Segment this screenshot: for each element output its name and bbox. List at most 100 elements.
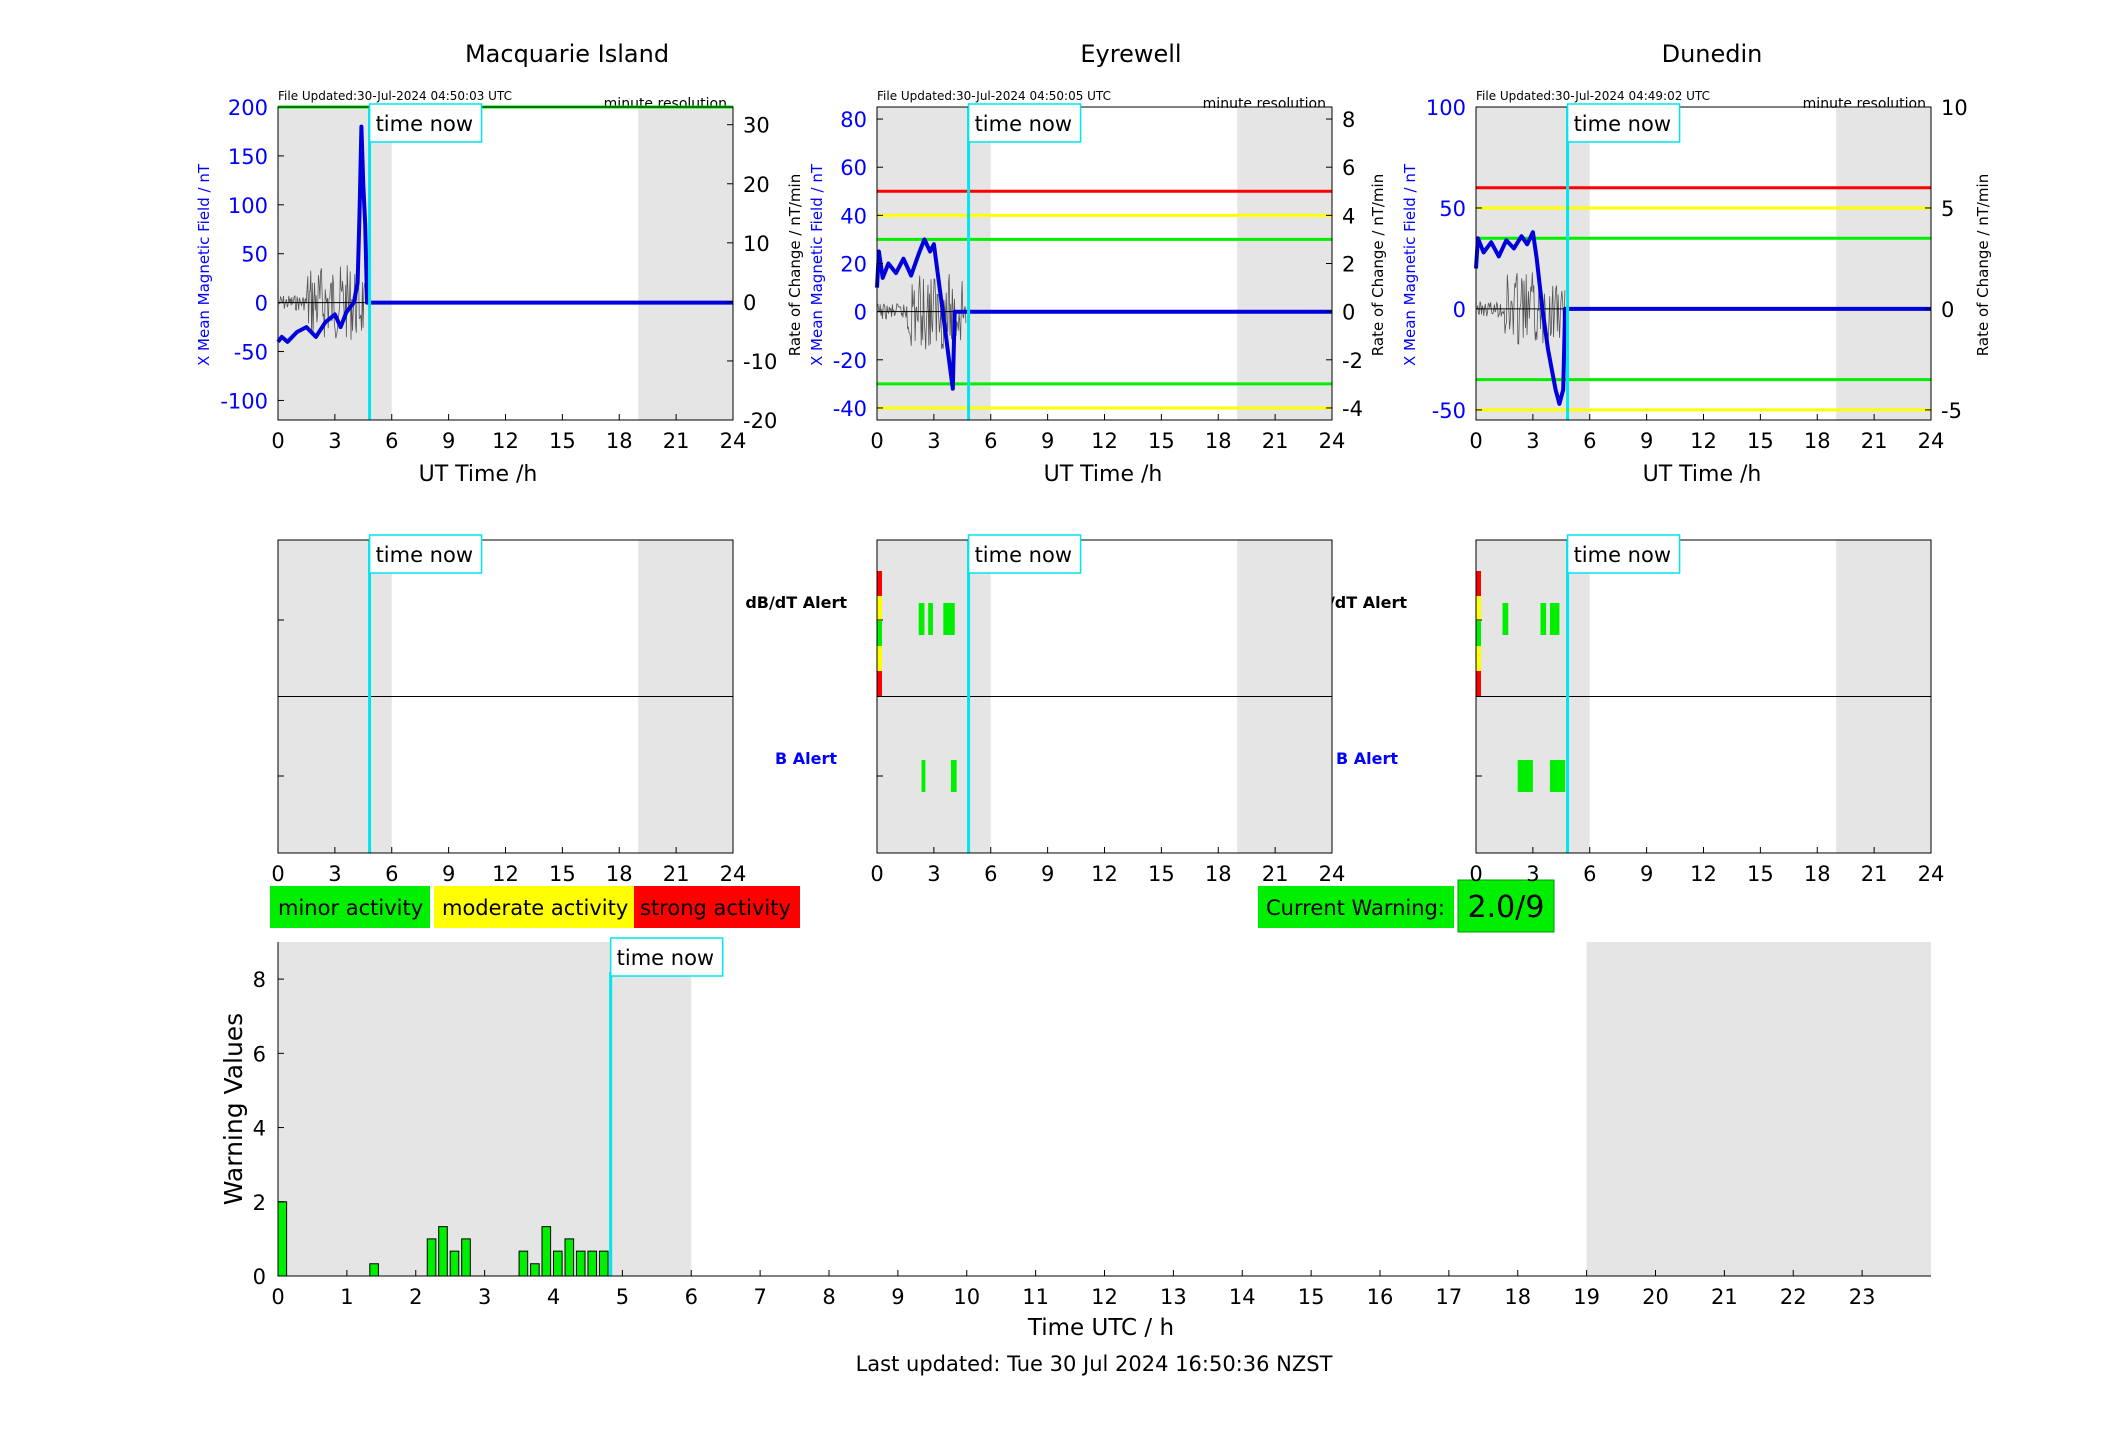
legend-minor-swatch	[270, 886, 430, 928]
x-tick-label: 12	[1690, 862, 1717, 886]
field-trace	[1474, 230, 1931, 406]
x-tick-label: 12	[1091, 862, 1118, 886]
y-tick-label: 0	[1453, 298, 1466, 322]
time-now-box	[609, 937, 724, 977]
x-tick-label: 3	[328, 429, 341, 453]
x-tick-label: 2	[409, 1285, 422, 1309]
x-tick-label: 0	[870, 862, 883, 886]
warning-bar	[575, 1250, 586, 1277]
file-updated-macquarie: File Updated:30-Jul-2024 04:50:03 UTC	[278, 89, 512, 103]
y-tick-label: 20	[840, 253, 867, 277]
warning-bar	[449, 1250, 460, 1277]
rate-tick-label: 8	[1342, 108, 1355, 132]
time-now-label: time now	[1574, 112, 1671, 136]
warning-bar	[518, 1250, 529, 1277]
field-trace	[875, 237, 1332, 391]
y-tick-label: 50	[241, 243, 268, 267]
y-tick-label: 0	[854, 301, 867, 325]
dbdt-alert-mark	[928, 603, 933, 635]
y-tick-label: 100	[228, 194, 268, 218]
current-warning-label: Current Warning:	[1266, 896, 1445, 920]
b-alert-label-1: B Alert	[775, 749, 837, 768]
warning-bar	[461, 1238, 471, 1277]
rate-tick-label: 30	[743, 114, 770, 138]
night-shading	[1836, 107, 1931, 420]
x-tick-label: 15	[549, 862, 576, 886]
y-tick-label: 6	[253, 1042, 266, 1066]
y-tick-label: -50	[1432, 399, 1466, 423]
warning-bar	[541, 1226, 552, 1277]
y-tick-label: 200	[228, 96, 268, 120]
x-tick-label: 0	[870, 429, 883, 453]
x-tick-label: 16	[1367, 1285, 1394, 1309]
x-tick-label: 3	[927, 862, 940, 886]
x-tick-label: 8	[822, 1285, 835, 1309]
x-tick-label: 12	[1690, 429, 1717, 453]
rate-of-change-trace	[1476, 272, 1566, 347]
station-title-macquarie: Macquarie Island	[465, 40, 669, 68]
x-tick-label: 24	[1319, 429, 1346, 453]
x-tick-label: 9	[1041, 429, 1054, 453]
dbdt-alert-mark	[1502, 603, 1509, 635]
y-tick-label: 100	[1426, 96, 1466, 120]
ylabel-left-macquarie: X Mean Magnetic Field / nT	[195, 163, 213, 366]
b-alert-mark	[1549, 760, 1566, 792]
rate-tick-label: 20	[743, 173, 770, 197]
x-tick-label: 18	[1205, 429, 1232, 453]
x-tick-label: 4	[547, 1285, 560, 1309]
rate-tick-label: 0	[743, 291, 756, 315]
alert-scale-strip	[1476, 571, 1481, 596]
y-tick-label: 8	[253, 968, 266, 992]
dbdt-alert-mark	[1549, 603, 1560, 635]
x-tick-label: 12	[492, 862, 519, 886]
b-alert-mark	[921, 760, 926, 792]
x-tick-label: 18	[606, 429, 633, 453]
x-tick-label: 1	[340, 1285, 353, 1309]
time-now-label: time now	[975, 543, 1072, 567]
alert-scale-strip	[1476, 596, 1481, 621]
x-tick-label: 0	[1469, 429, 1482, 453]
y-tick-label: -40	[833, 397, 867, 421]
x-tick-label: 15	[549, 429, 576, 453]
rate-tick-label: 10	[1941, 96, 1968, 120]
time-now-box	[368, 103, 483, 143]
time-now-label: time now	[376, 543, 473, 567]
bottom-ylabel: Warning Values	[219, 1013, 248, 1205]
time-now-box	[1566, 534, 1681, 574]
x-tick-label: 12	[1091, 1285, 1118, 1309]
x-tick-label: 21	[1861, 429, 1888, 453]
xlabel-eyrewell: UT Time /h	[1044, 462, 1163, 487]
b-alert-label-2: B Alert	[1336, 749, 1398, 768]
x-tick-label: 18	[1205, 862, 1232, 886]
y-tick-label: 0	[253, 1265, 266, 1289]
warning-bar	[553, 1250, 563, 1277]
legend-strong-swatch	[634, 886, 800, 928]
rate-tick-label: 2	[1342, 253, 1355, 277]
rate-tick-label: -10	[743, 350, 777, 374]
y-tick-label: -100	[220, 389, 268, 413]
chart-marks: 0 3 6 9 12 15 18 21 24-100-50050100150200-20-100…	[220, 96, 1967, 1309]
x-tick-label: 19	[1573, 1285, 1600, 1309]
warning-bar	[564, 1238, 575, 1277]
file-updated-eyrewell: File Updated:30-Jul-2024 04:50:05 UTC	[877, 89, 1111, 103]
time-now-label: time now	[376, 112, 473, 136]
alert-scale-strip	[1476, 646, 1481, 671]
x-tick-label: 5	[616, 1285, 629, 1309]
y-tick-label: 40	[840, 204, 867, 228]
dbdt-alert-label-1: dB/dT Alert	[745, 593, 847, 612]
y-tick-label: 80	[840, 108, 867, 132]
alert-scale-strip	[1476, 621, 1481, 646]
y-tick-label: 2	[253, 1191, 266, 1215]
x-tick-label: 3	[328, 862, 341, 886]
alert-scale-strip	[877, 646, 882, 671]
rate-tick-label: -20	[743, 409, 777, 433]
x-tick-label: 18	[606, 862, 633, 886]
x-tick-label: 15	[1298, 1285, 1325, 1309]
time-now-label: time now	[617, 946, 714, 970]
x-tick-label: 0	[271, 862, 284, 886]
time-now-box	[1566, 103, 1681, 143]
x-tick-label: 20	[1642, 1285, 1669, 1309]
time-now-label: time now	[975, 112, 1072, 136]
ylabel-left-eyrewell: X Mean Magnetic Field / nT	[808, 163, 826, 366]
x-tick-label: 21	[663, 862, 690, 886]
